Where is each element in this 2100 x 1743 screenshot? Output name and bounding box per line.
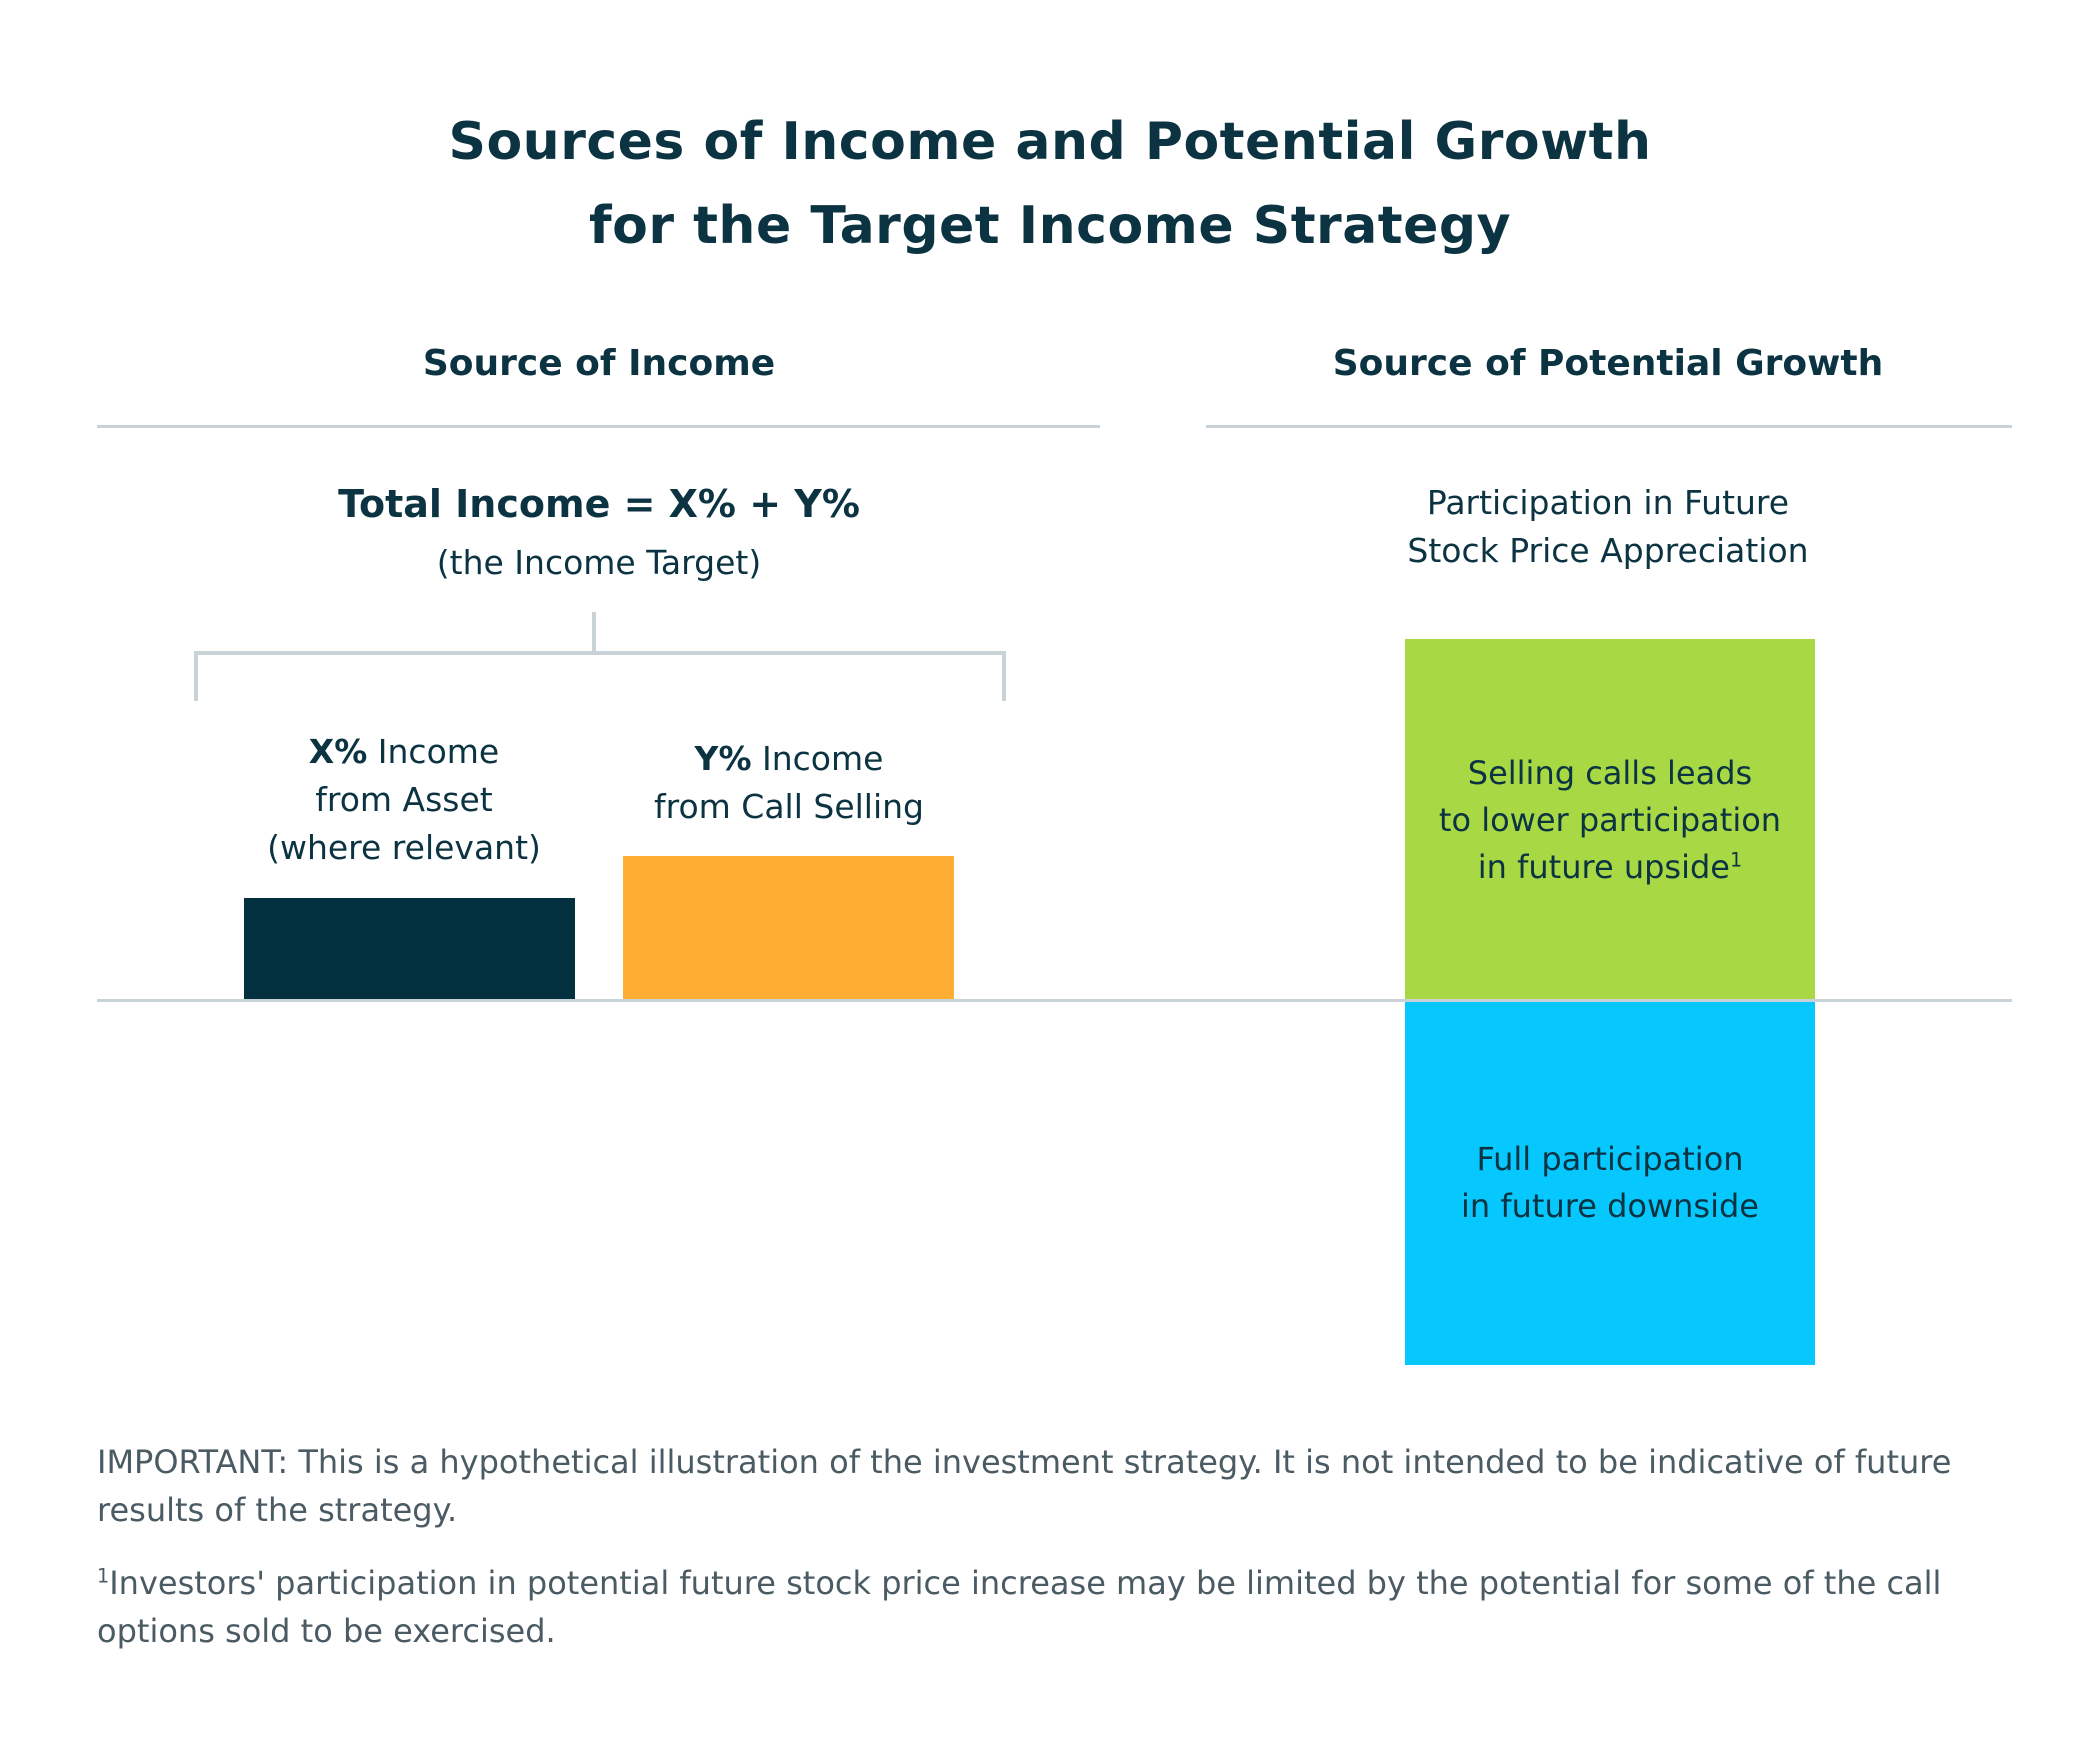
call-income-bar <box>623 856 954 1001</box>
page-title: Sources of Income and Potential Growth f… <box>449 100 1652 268</box>
footnote-text: Investors' participation in potential fu… <box>97 1564 1942 1650</box>
asset-income-label: X% Income from Asset (where relevant) <box>267 728 541 872</box>
title-line-1: Sources of Income and Potential Growth <box>448 112 1652 172</box>
baseline <box>97 999 2012 1002</box>
asset-line2: from Asset <box>315 780 493 819</box>
income-target-label: (the Income Target) <box>436 543 762 582</box>
downside-box: Full participation in future downside <box>1405 1001 1815 1365</box>
growth-divider <box>1206 425 2012 428</box>
growth-header: Source of Potential Growth <box>1332 343 1884 384</box>
downside-line2: in future downside <box>1461 1187 1759 1225</box>
upside-line3: in future upside <box>1477 847 1730 886</box>
growth-subtitle-line1: Participation in Future <box>1426 483 1790 522</box>
growth-subtitle-line2: Stock Price Appreciation <box>1407 531 1809 570</box>
call-line2: from Call Selling <box>654 787 924 826</box>
asset-pct: X% <box>308 732 368 771</box>
call-income-label: Y% Income from Call Selling <box>654 735 924 831</box>
income-header: Source of Income <box>422 343 776 384</box>
footnote-number: 1 <box>97 1564 110 1588</box>
upside-box: Selling calls leads to lower participati… <box>1405 639 1815 1001</box>
growth-subtitle: Participation in Future Stock Price Appr… <box>1407 479 1808 575</box>
downside-line1: Full participation <box>1476 1140 1744 1178</box>
call-pct: Y% <box>694 739 752 778</box>
call-line1: Income <box>751 739 884 778</box>
asset-line1: Income <box>367 732 500 771</box>
footnote-mark: 1 <box>1729 847 1743 871</box>
footnote: 1Investors' participation in potential f… <box>97 1559 2027 1655</box>
asset-income-bar <box>244 898 575 1001</box>
income-divider <box>97 425 1100 428</box>
upside-line2: to lower participation <box>1438 800 1782 839</box>
upside-line1: Selling calls leads <box>1467 753 1753 792</box>
asset-line3: (where relevant) <box>267 828 541 867</box>
total-income-label: Total Income = X% + Y% <box>338 482 860 526</box>
title-line-2: for the Target Income Strategy <box>588 196 1512 256</box>
important-note: IMPORTANT: This is a hypothetical illust… <box>97 1443 1952 1529</box>
